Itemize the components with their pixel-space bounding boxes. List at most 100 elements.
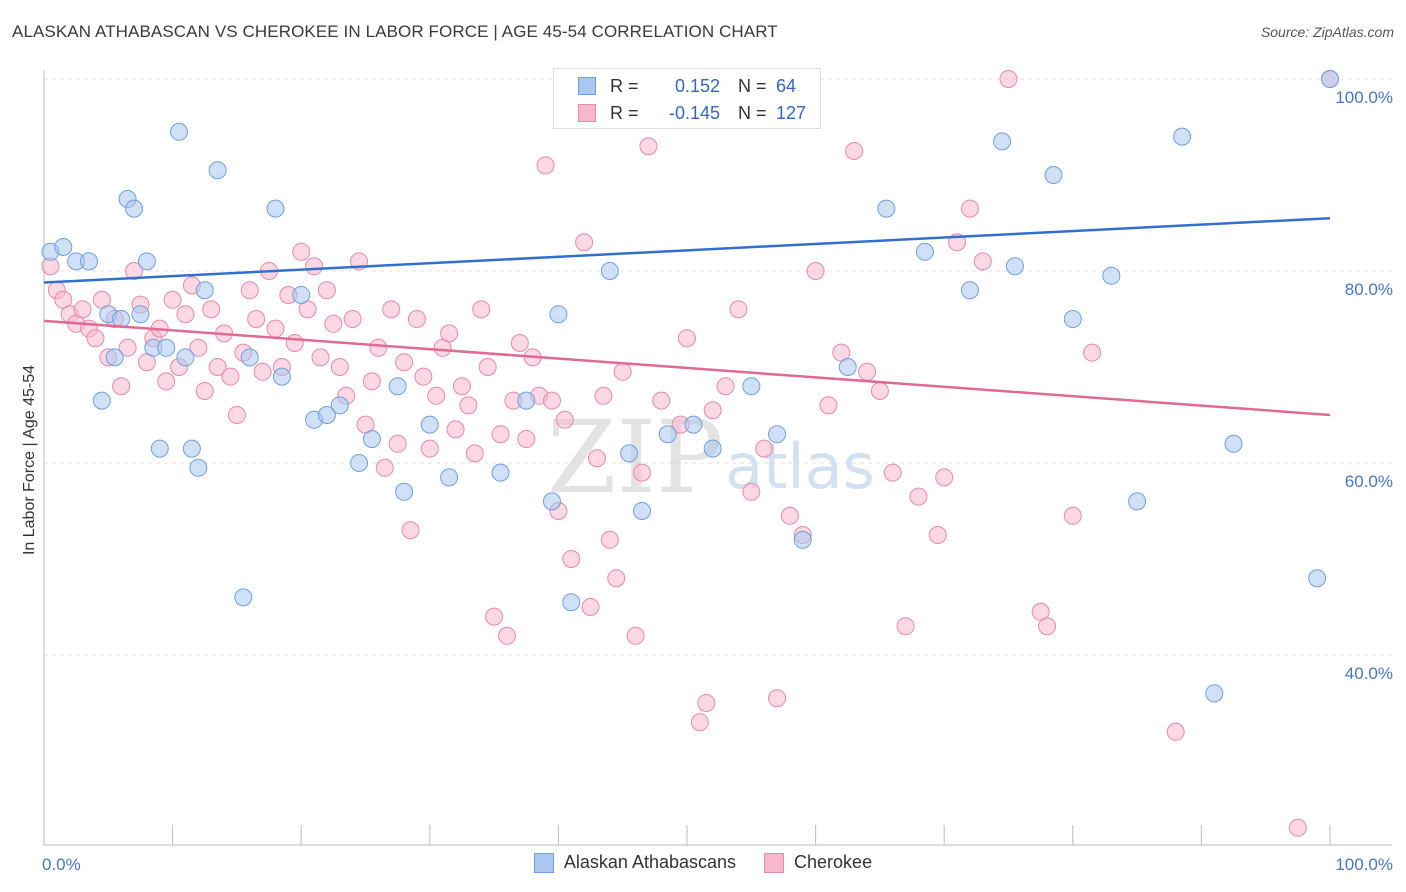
- athabascan-point: [362, 430, 381, 448]
- athabascan-point: [1321, 70, 1339, 88]
- cherokee-trend-line: [43, 319, 1331, 417]
- cherokee-point: [1166, 722, 1185, 741]
- cherokee-point: [330, 358, 349, 376]
- athabascan-point: [960, 281, 979, 300]
- legend-item-cherokee[interactable]: Cherokee: [764, 852, 872, 873]
- cherokee-point: [227, 406, 246, 424]
- athabascan-point: [684, 415, 703, 434]
- athabascan-point: [234, 588, 253, 607]
- cherokee-point: [587, 449, 606, 468]
- cherokee-point: [472, 300, 491, 319]
- cherokee-point: [202, 300, 221, 319]
- athabascan-point: [80, 252, 99, 271]
- cherokee-point: [870, 382, 889, 400]
- athabascan-point: [658, 425, 677, 444]
- cherokee-point: [465, 444, 484, 463]
- stats-row-cherokee: R = -0.145 N = 127: [578, 100, 806, 126]
- athabascan-point: [703, 439, 722, 458]
- r-value: 0.152: [674, 75, 720, 96]
- r-label: R =: [610, 75, 639, 96]
- athabascan-point: [600, 262, 619, 280]
- athabascan-point: [208, 161, 227, 180]
- cherokee-point: [768, 689, 787, 708]
- athabascan-point: [330, 396, 349, 415]
- cherokee-point: [652, 391, 671, 410]
- athabascan-point: [266, 199, 285, 218]
- cherokee-point: [536, 156, 555, 175]
- cherokee-point: [497, 626, 516, 645]
- chart-title: ALASKAN ATHABASCAN VS CHEROKEE IN LABOR …: [12, 22, 778, 41]
- cherokee-point: [407, 310, 426, 328]
- legend-label: Alaskan Athabascans: [563, 852, 737, 872]
- cherokee-point: [427, 386, 446, 405]
- athabascan-point: [317, 406, 336, 424]
- athabascan-point: [742, 377, 761, 396]
- cherokee-point: [112, 377, 131, 396]
- athabascan-point: [189, 458, 208, 477]
- series-legend: Alaskan Athabascans Cherokee: [0, 852, 1406, 873]
- cherokee-point: [510, 334, 529, 352]
- cherokee-point: [118, 338, 137, 357]
- cherokee-point: [1083, 343, 1102, 362]
- r-value: -0.145: [668, 102, 720, 123]
- cherokee-point: [478, 358, 497, 376]
- cherokee-legend-swatch: [764, 852, 785, 873]
- cherokee-point: [1288, 818, 1307, 837]
- athabascan-point: [542, 492, 561, 511]
- cherokee-point: [517, 430, 536, 448]
- cherokee-point: [562, 550, 581, 568]
- cherokee-point: [1063, 506, 1082, 525]
- athabascan-point: [170, 122, 189, 141]
- stats-legend: R = 0.152 N = 64 R = -0.145 N = 127: [553, 68, 821, 129]
- athabascan-point: [838, 358, 857, 376]
- athabascan-point: [182, 439, 201, 458]
- x-axis: 0.0% 100.0%: [42, 70, 1393, 874]
- cherokee-point: [999, 70, 1018, 88]
- cherokee-point: [600, 530, 619, 549]
- cherokee-point: [266, 319, 285, 338]
- cherokee-point: [305, 257, 324, 276]
- cherokee-point: [960, 199, 979, 218]
- athabascan-point: [150, 439, 169, 458]
- cherokee-points: [41, 70, 1339, 837]
- cherokee-point: [459, 396, 478, 415]
- cherokee-point: [697, 694, 716, 712]
- cherokee-point: [485, 607, 504, 626]
- athabascan-swatch: [578, 77, 596, 95]
- athabascan-point: [549, 305, 568, 324]
- athabascan-point: [195, 281, 214, 300]
- athabascan-point: [54, 238, 73, 256]
- cherokee-point: [703, 401, 722, 420]
- cherokee-point: [607, 569, 626, 588]
- legend-item-athabascan[interactable]: Alaskan Athabascans: [533, 852, 737, 873]
- athabascan-point: [395, 482, 414, 501]
- cherokee-point: [86, 329, 105, 348]
- cherokee-point: [575, 233, 594, 252]
- athabascan-point: [1063, 310, 1082, 328]
- n-label: N =: [738, 102, 767, 123]
- cherokee-point: [780, 506, 799, 525]
- cherokee-point: [626, 626, 645, 645]
- athabascan-point: [131, 305, 150, 324]
- athabascan-point: [92, 391, 111, 410]
- athabascan-point: [562, 593, 581, 612]
- y-tick-label: 80.0%: [1345, 280, 1393, 299]
- cherokee-point: [221, 367, 240, 386]
- cherokee-point: [909, 487, 928, 506]
- n-value: 64: [776, 75, 797, 96]
- athabascan-point: [915, 242, 934, 261]
- athabascan-point: [125, 199, 144, 218]
- athabascan-point: [1308, 569, 1327, 588]
- cherokee-point: [382, 300, 401, 319]
- athabascan-point: [1173, 127, 1192, 146]
- athabascan-point: [176, 348, 195, 367]
- athabascan-trend-line: [43, 216, 1331, 284]
- cherokee-point: [375, 458, 394, 477]
- cherokee-point: [716, 377, 735, 396]
- athabascan-point: [491, 463, 510, 482]
- cherokee-point: [317, 281, 336, 300]
- athabascan-point: [1102, 266, 1121, 285]
- cherokee-point: [446, 420, 465, 439]
- cherokee-point: [189, 338, 208, 357]
